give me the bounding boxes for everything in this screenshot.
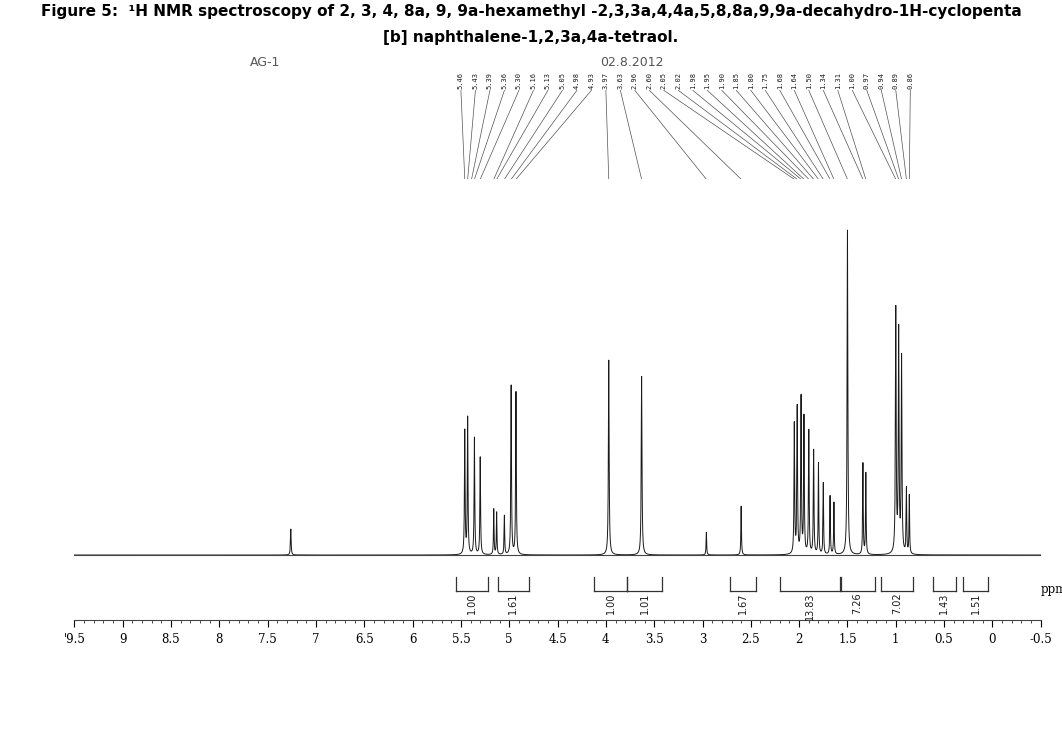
Text: 5.36: 5.36 xyxy=(501,72,508,90)
Text: 1.43: 1.43 xyxy=(939,592,949,614)
Text: 1.01: 1.01 xyxy=(639,592,650,614)
Text: 0.89: 0.89 xyxy=(893,72,898,90)
Text: 5.05: 5.05 xyxy=(560,72,565,90)
Text: 4.98: 4.98 xyxy=(573,72,580,90)
Text: 4.93: 4.93 xyxy=(588,72,595,90)
Text: 2.05: 2.05 xyxy=(661,72,667,90)
Text: 1.61: 1.61 xyxy=(508,592,518,614)
Text: 1.34: 1.34 xyxy=(820,72,826,90)
Text: 5.16: 5.16 xyxy=(530,72,536,90)
Text: 2.60: 2.60 xyxy=(647,72,652,90)
Text: 0.97: 0.97 xyxy=(863,72,870,90)
Text: 1.31: 1.31 xyxy=(835,72,841,90)
Text: 0.94: 0.94 xyxy=(878,72,885,90)
Text: 1.00: 1.00 xyxy=(467,592,477,614)
Text: 1.67: 1.67 xyxy=(738,592,748,614)
Text: ppm: ppm xyxy=(1041,583,1062,596)
Text: 7.26: 7.26 xyxy=(853,592,862,614)
Text: 7.02: 7.02 xyxy=(892,592,903,614)
Text: 02.8.2012: 02.8.2012 xyxy=(600,56,664,69)
Text: 1.98: 1.98 xyxy=(690,72,696,90)
Text: 1.00: 1.00 xyxy=(850,72,855,90)
Text: 1.00: 1.00 xyxy=(605,592,616,614)
Text: Figure 5:  ¹H NMR spectroscopy of 2, 3, 4, 8a, 9, 9a-hexamethyl -2,3,3a,4,4a,5,8: Figure 5: ¹H NMR spectroscopy of 2, 3, 4… xyxy=(40,4,1022,19)
Text: 2.02: 2.02 xyxy=(675,72,682,90)
Text: 1.95: 1.95 xyxy=(704,72,710,90)
Text: 1.50: 1.50 xyxy=(806,72,811,90)
Text: 0.86: 0.86 xyxy=(907,72,913,90)
Text: 1.85: 1.85 xyxy=(734,72,739,90)
Text: 1.90: 1.90 xyxy=(719,72,725,90)
Text: [b] naphthalene-1,2,3a,4a-tetraol.: [b] naphthalene-1,2,3a,4a-tetraol. xyxy=(383,30,679,45)
Text: 3.97: 3.97 xyxy=(603,72,609,90)
Text: 5.30: 5.30 xyxy=(516,72,521,90)
Text: 1.75: 1.75 xyxy=(763,72,768,90)
Text: AG-1: AG-1 xyxy=(250,56,280,69)
Text: 5.13: 5.13 xyxy=(545,72,551,90)
Text: 5.39: 5.39 xyxy=(486,72,493,90)
Text: 1.68: 1.68 xyxy=(776,72,783,90)
Text: 3.63: 3.63 xyxy=(617,72,623,90)
Text: 2.96: 2.96 xyxy=(632,72,638,90)
Text: 1.80: 1.80 xyxy=(748,72,754,90)
Text: 13.83: 13.83 xyxy=(805,592,815,620)
Text: 1.64: 1.64 xyxy=(791,72,798,90)
Text: 5.46: 5.46 xyxy=(458,72,464,90)
Text: 1.51: 1.51 xyxy=(971,592,980,614)
Text: 5.43: 5.43 xyxy=(473,72,478,90)
